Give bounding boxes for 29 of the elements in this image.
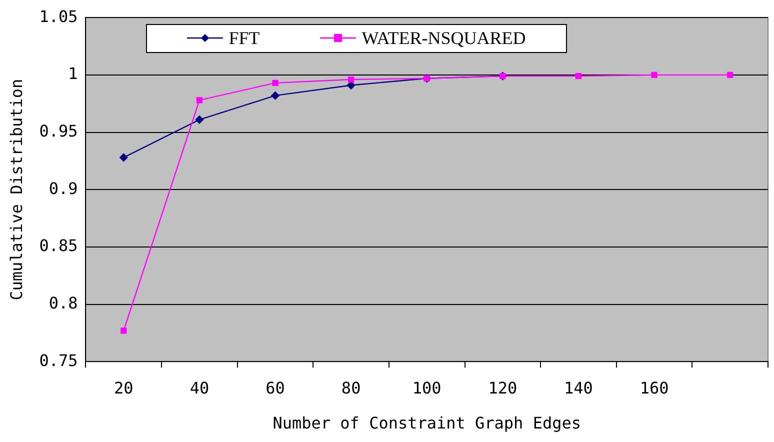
y-tick-label: 0.75 bbox=[39, 350, 78, 370]
y-tick-label: 1.05 bbox=[39, 6, 78, 26]
x-tick-label: 40 bbox=[190, 378, 210, 398]
point bbox=[727, 72, 734, 78]
x-tick-label: 120 bbox=[488, 378, 518, 398]
y-tick-label: 0.85 bbox=[39, 236, 78, 256]
point bbox=[272, 80, 278, 86]
point bbox=[575, 73, 582, 80]
point bbox=[195, 116, 204, 124]
legend-label: FFT bbox=[228, 28, 260, 49]
x-tick-label: 80 bbox=[341, 378, 361, 398]
point bbox=[120, 328, 127, 334]
point bbox=[651, 72, 658, 78]
legend-label: WATER-NSQUARED bbox=[362, 28, 526, 49]
point bbox=[120, 153, 128, 162]
x-tick-label: 100 bbox=[412, 378, 442, 398]
y-tick-label: 1 bbox=[68, 64, 78, 84]
y-axis-title: Cumulative Distribution bbox=[6, 78, 26, 300]
x-tick-label: 160 bbox=[640, 378, 669, 398]
x-tick-label: 20 bbox=[114, 378, 134, 398]
y-tick-label: 0.8 bbox=[48, 293, 78, 312]
x-tick-label: 60 bbox=[266, 378, 285, 398]
x-tick-label: 140 bbox=[564, 378, 593, 398]
point bbox=[271, 91, 280, 100]
x-axis-title: Number of Constraint Graph Edges bbox=[272, 414, 581, 433]
point bbox=[196, 97, 203, 104]
y-tick-label: 0.95 bbox=[39, 121, 78, 140]
point bbox=[348, 76, 354, 83]
y-tick-label: 0.9 bbox=[48, 178, 78, 198]
